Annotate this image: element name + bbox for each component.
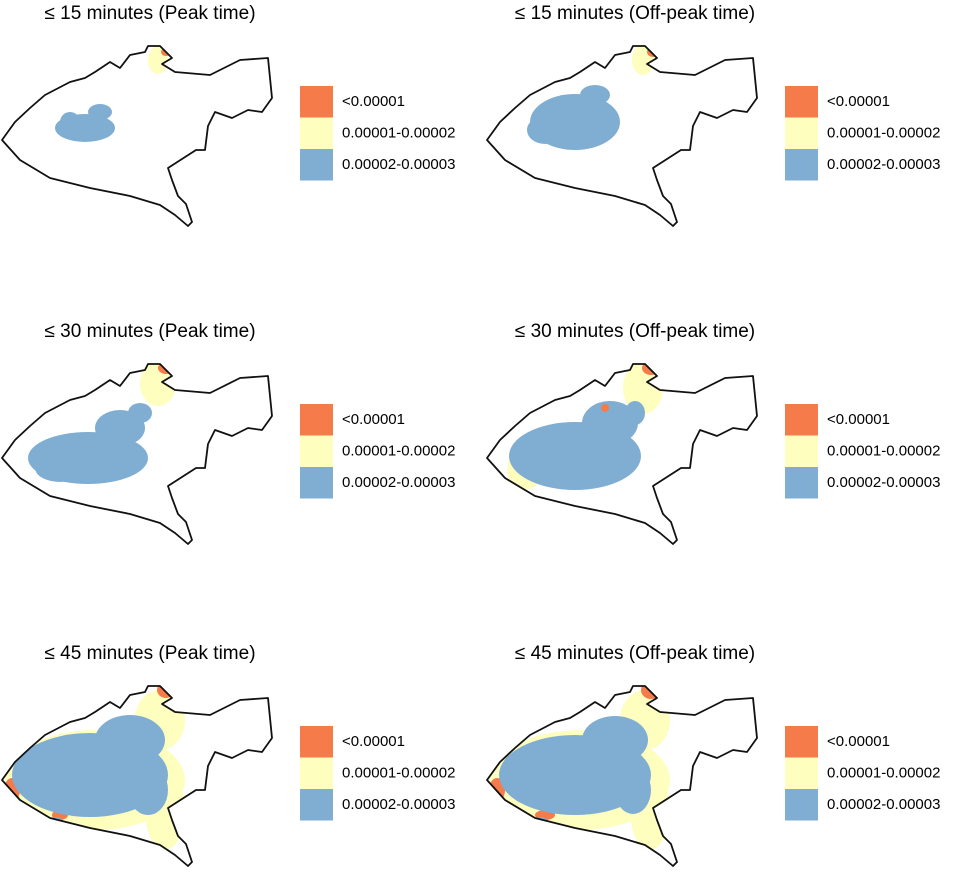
legend: <0.00001 0.00001-0.00002 0.00002-0.00003 xyxy=(785,86,940,181)
area xyxy=(95,715,165,765)
panel-title: ≤ 45 minutes (Off-peak time) xyxy=(515,643,755,664)
legend-label: 0.00002-0.00003 xyxy=(342,156,455,173)
legend-label: 0.00002-0.00003 xyxy=(342,474,455,491)
legend: <0.00001 0.00001-0.00002 0.00002-0.00003 xyxy=(300,86,455,181)
legend-label: <0.00001 xyxy=(827,411,890,428)
area xyxy=(582,716,648,764)
legend-swatch xyxy=(300,757,333,789)
area xyxy=(88,104,112,120)
legend-swatch xyxy=(785,789,818,821)
legend: <0.00001 0.00001-0.00002 0.00002-0.00003 xyxy=(785,404,940,499)
area xyxy=(632,46,654,75)
legend-label: 0.00002-0.00003 xyxy=(827,156,940,173)
region-outline xyxy=(1,363,273,545)
region-fill xyxy=(2,46,272,226)
legend-swatch xyxy=(300,86,333,118)
area xyxy=(157,686,175,698)
region-outline xyxy=(1,685,273,867)
legend-swatch xyxy=(300,404,333,436)
legend-label: <0.00001 xyxy=(342,411,405,428)
legend-label: 0.00002-0.00003 xyxy=(827,796,940,813)
legend-swatch xyxy=(300,117,333,149)
legend-label: 0.00001-0.00002 xyxy=(342,764,455,781)
legend-label: <0.00001 xyxy=(342,93,405,110)
area xyxy=(641,686,661,699)
legend-swatch xyxy=(300,726,333,758)
panel: ≤ 15 minutes (Peak time) <0.00001 0.00001-… xyxy=(1,3,455,227)
map xyxy=(486,685,758,867)
legend-swatch xyxy=(785,404,818,436)
panel: ≤ 30 minutes (Off-peak time) <0.00001 0.00… xyxy=(486,321,940,545)
area xyxy=(601,404,609,412)
legend-label: 0.00002-0.00003 xyxy=(827,474,940,491)
panel: ≤ 45 minutes (Off-peak time) <0.00001 0.00… xyxy=(486,643,940,867)
area xyxy=(35,454,85,482)
legend-swatch xyxy=(785,435,818,467)
legend-label: 0.00001-0.00002 xyxy=(342,124,455,141)
legend-swatch xyxy=(785,726,818,758)
region-outline xyxy=(486,685,758,867)
legend-swatch xyxy=(300,467,333,499)
panel-title: ≤ 15 minutes (Off-peak time) xyxy=(515,3,755,24)
region-outline xyxy=(486,45,758,227)
legend: <0.00001 0.00001-0.00002 0.00002-0.00003 xyxy=(300,404,455,499)
panel: ≤ 30 minutes (Peak time) <0.00001 0.00001-… xyxy=(1,321,455,545)
region-fill xyxy=(487,46,757,226)
area xyxy=(527,116,563,144)
legend: <0.00001 0.00001-0.00002 0.00002-0.00003 xyxy=(300,726,455,821)
area xyxy=(625,401,645,425)
legend-swatch xyxy=(785,86,818,118)
area xyxy=(60,112,80,132)
area xyxy=(623,364,663,414)
legend: <0.00001 0.00001-0.00002 0.00002-0.00003 xyxy=(785,726,940,821)
legend-swatch xyxy=(785,467,818,499)
legend-label: <0.00001 xyxy=(827,733,890,750)
map xyxy=(486,363,758,545)
panel: ≤ 15 minutes (Off-peak time) <0.00001 0.00… xyxy=(486,3,940,227)
accessibility-areas xyxy=(4,686,185,850)
panel-title: ≤ 30 minutes (Peak time) xyxy=(44,321,255,342)
map xyxy=(486,45,758,227)
map xyxy=(1,685,273,867)
area xyxy=(128,403,152,423)
map xyxy=(1,363,273,545)
legend-label: <0.00001 xyxy=(342,733,405,750)
legend-swatch xyxy=(300,789,333,821)
map xyxy=(1,45,273,227)
area xyxy=(615,766,651,814)
legend-label: 0.00002-0.00003 xyxy=(342,796,455,813)
area xyxy=(580,85,610,105)
legend-label: 0.00001-0.00002 xyxy=(342,442,455,459)
accessibility-areas xyxy=(55,46,171,142)
panel-title: ≤ 45 minutes (Peak time) xyxy=(44,643,255,664)
panel-title: ≤ 30 minutes (Off-peak time) xyxy=(515,321,755,342)
region-outline xyxy=(486,363,758,545)
legend-swatch xyxy=(785,149,818,181)
area xyxy=(582,401,638,445)
accessibility-areas xyxy=(28,364,176,484)
area xyxy=(128,765,168,815)
panel-title: ≤ 15 minutes (Peak time) xyxy=(44,3,255,24)
region-outline xyxy=(1,45,273,227)
legend-label: <0.00001 xyxy=(827,93,890,110)
legend-swatch xyxy=(785,757,818,789)
panel: ≤ 45 minutes (Peak time) <0.00001 0.00001-… xyxy=(1,643,455,867)
legend-swatch xyxy=(785,117,818,149)
legend-label: 0.00001-0.00002 xyxy=(827,124,940,141)
legend-label: 0.00001-0.00002 xyxy=(827,442,940,459)
legend-label: 0.00001-0.00002 xyxy=(827,764,940,781)
area xyxy=(647,47,659,57)
legend-swatch xyxy=(300,435,333,467)
accessibility-areas xyxy=(489,686,670,850)
legend-swatch xyxy=(300,149,333,181)
